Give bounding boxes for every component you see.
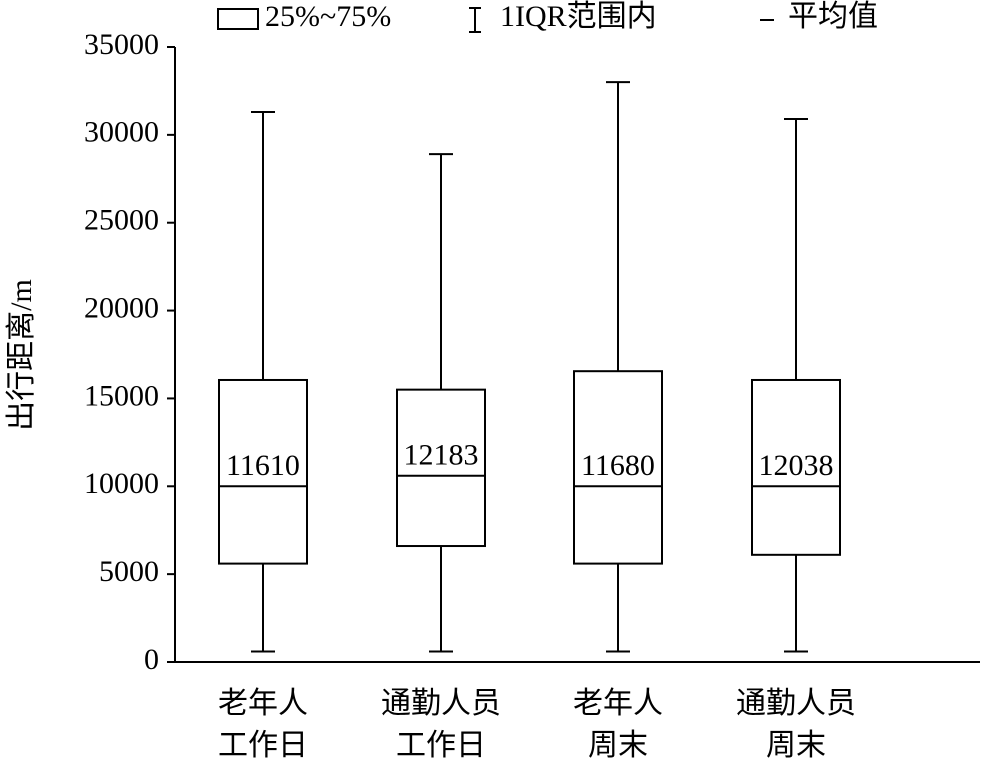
x-tick-label: 通勤人员 bbox=[381, 687, 501, 720]
y-tick-label: 15000 bbox=[84, 379, 159, 412]
y-tick-label: 0 bbox=[144, 643, 159, 676]
x-tick-label: 工作日 bbox=[396, 729, 486, 762]
y-axis-label: 出行距离/m bbox=[5, 279, 38, 431]
box bbox=[396, 388, 486, 548]
y-tick-label: 10000 bbox=[84, 467, 159, 500]
box bbox=[218, 378, 308, 565]
y-tick-label: 25000 bbox=[84, 204, 159, 237]
legend-box-icon bbox=[217, 8, 259, 30]
box bbox=[751, 378, 841, 556]
mean-label: 11610 bbox=[226, 449, 300, 482]
x-tick-label: 老年人 bbox=[218, 687, 308, 720]
y-tick-label: 35000 bbox=[84, 28, 159, 61]
y-tick-label: 5000 bbox=[99, 555, 159, 588]
y-tick-label: 20000 bbox=[84, 291, 159, 324]
x-tick-label: 周末 bbox=[766, 729, 826, 762]
legend-box-label: 25%~75% bbox=[265, 0, 391, 33]
x-tick-label: 通勤人员 bbox=[736, 687, 856, 720]
mean-label: 12038 bbox=[759, 449, 834, 482]
legend-whisker-label: 1IQR范围内 bbox=[500, 0, 657, 33]
y-tick-label: 30000 bbox=[84, 116, 159, 149]
x-tick-label: 老年人 bbox=[573, 687, 663, 720]
mean-label: 11680 bbox=[581, 449, 655, 482]
box bbox=[573, 370, 663, 565]
x-tick-label: 工作日 bbox=[218, 729, 308, 762]
legend-whisker-icon bbox=[469, 7, 481, 33]
x-tick-label: 周末 bbox=[588, 729, 648, 762]
legend-mean-label: 平均值 bbox=[788, 0, 878, 33]
mean-label: 12183 bbox=[404, 439, 479, 472]
